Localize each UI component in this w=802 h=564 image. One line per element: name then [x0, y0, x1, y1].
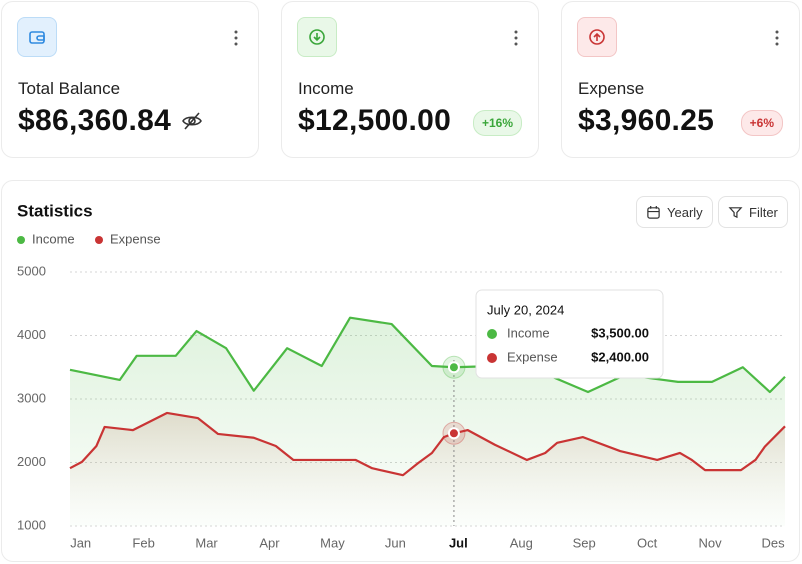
income-icon: [297, 17, 337, 57]
balance-card: Total Balance $86,360.84: [1, 1, 259, 158]
statistics-panel: Yearly Filter: [1, 180, 800, 562]
card-title: Expense: [578, 79, 645, 98]
expense-icon: [577, 17, 617, 57]
income-card: Income $12,500.00 +16%: [281, 1, 539, 158]
wallet-icon: [17, 17, 57, 57]
card-title: Total Balance: [18, 79, 121, 98]
filter-button[interactable]: Filter: [718, 196, 788, 228]
card-amount: $12,500.00: [298, 104, 452, 137]
expense-card: Expense $3,960.25 +6%: [561, 1, 800, 158]
card-badge: +16%: [472, 110, 522, 136]
card-amount: $3,960.25: [578, 104, 715, 137]
menu[interactable]: [234, 30, 238, 46]
menu[interactable]: [514, 30, 518, 46]
filter-label: Filter: [749, 204, 778, 220]
period-label: Yearly: [667, 204, 703, 220]
card-amount: $86,360.84: [18, 104, 172, 137]
card-badge: +6%: [740, 110, 783, 136]
period-button[interactable]: Yearly: [636, 196, 713, 228]
card-title: Income: [298, 79, 354, 98]
hide-toggle[interactable]: [181, 110, 203, 132]
menu[interactable]: [775, 30, 779, 46]
card-amount-row: $86,360.84: [18, 104, 203, 138]
